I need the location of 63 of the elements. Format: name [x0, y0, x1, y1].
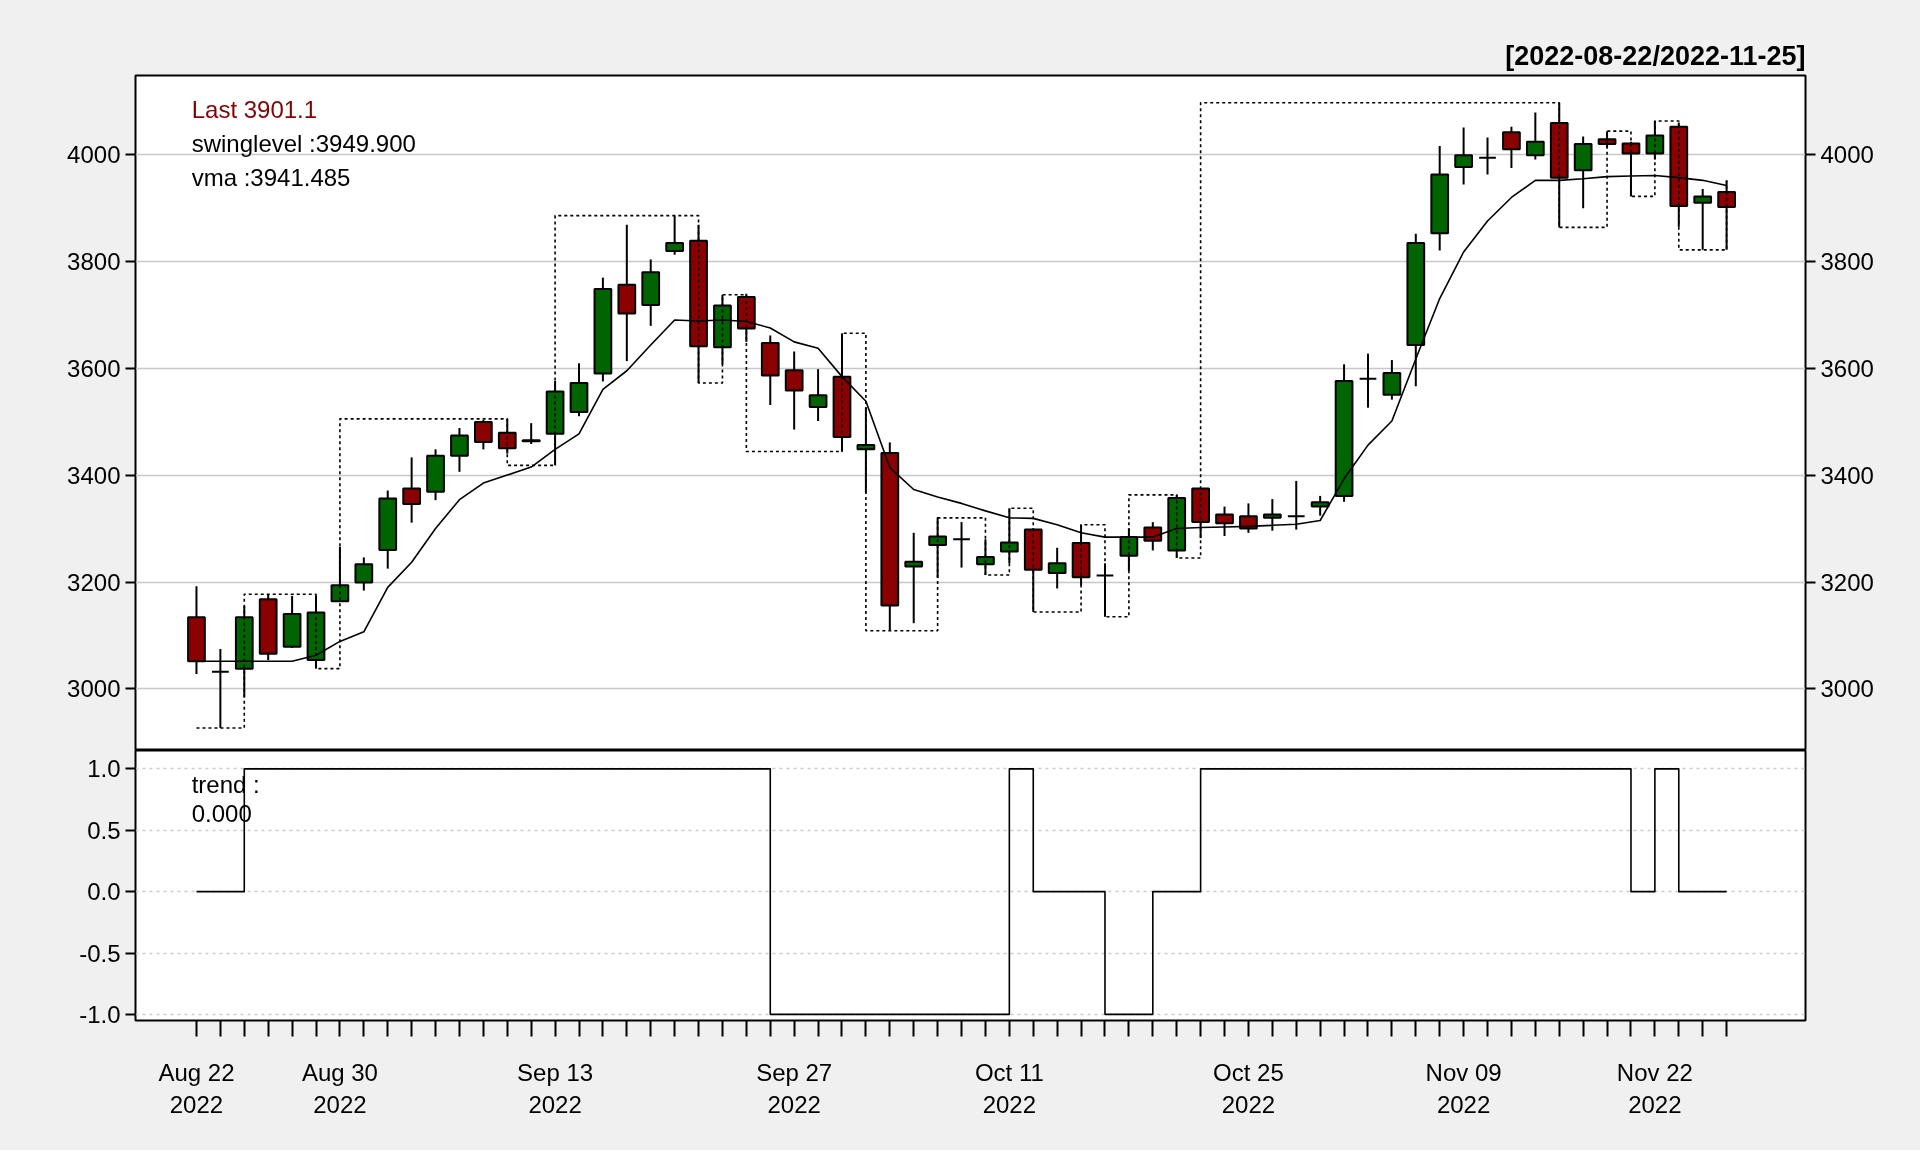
candlestick	[402, 456, 422, 524]
candlestick	[736, 292, 756, 343]
y-tick-label: 0.0	[87, 878, 121, 906]
candlestick	[952, 521, 971, 569]
candlestick	[928, 516, 947, 579]
y-tick-label: 3200	[67, 568, 121, 596]
candlestick	[1358, 352, 1378, 409]
annotation: vma :3941.485	[191, 163, 351, 191]
candlestick	[1262, 498, 1282, 532]
x-tick-label: Oct 11 2022	[974, 1058, 1044, 1118]
x-tick-label: Nov 22 2022	[1616, 1058, 1693, 1118]
candlestick	[1454, 126, 1473, 186]
candlestick	[1525, 111, 1545, 161]
y2-tick-label: 4000	[1820, 140, 1874, 168]
candlestick	[808, 368, 828, 423]
candlestick	[1478, 136, 1497, 176]
candlestick	[1693, 187, 1713, 251]
candlestick	[713, 293, 732, 366]
candlestick	[999, 507, 1019, 565]
candlestick	[665, 214, 684, 256]
x-tick-label: Sep 27 2022	[756, 1058, 833, 1118]
candlestick	[474, 418, 493, 451]
y-tick-label: -0.5	[79, 939, 121, 967]
y2-tick-label: 3200	[1820, 568, 1874, 596]
candlestick	[330, 545, 350, 603]
candlestick	[1310, 494, 1330, 517]
candlestick	[354, 556, 374, 592]
y-tick-label: 3800	[67, 247, 121, 275]
y-tick-label: 1.0	[87, 755, 121, 783]
candlestick	[1502, 125, 1521, 170]
candlestick	[1286, 479, 1306, 531]
x-tick-label: Oct 25 2022	[1213, 1058, 1284, 1118]
x-tick-label: Aug 22 2022	[158, 1058, 235, 1118]
y2-tick-label: 3600	[1820, 354, 1874, 382]
y-tick-label: -1.0	[79, 1000, 121, 1028]
candlestick	[1095, 562, 1115, 618]
chart-title: [2022-08-22/2022-11-25]	[1505, 40, 1806, 71]
annotation: Last 3901.1	[191, 95, 318, 123]
candlestick	[1239, 502, 1258, 534]
x-tick-label: Aug 30 2022	[301, 1058, 378, 1118]
candlestick	[450, 426, 469, 473]
annotation: swinglevel :3949.900	[191, 129, 416, 157]
candlestick	[976, 538, 995, 577]
y-tick-label: 0.5	[87, 816, 121, 844]
candlestick	[521, 422, 541, 446]
y-tick-label: 3600	[67, 354, 121, 382]
y2-tick-label: 3000	[1820, 675, 1874, 703]
candlestick	[1215, 505, 1234, 538]
y-tick-label: 3400	[67, 461, 121, 489]
candlestick	[545, 379, 565, 467]
y2-tick-label: 3800	[1820, 247, 1874, 275]
candlestick	[1382, 359, 1402, 401]
candlestick	[784, 350, 804, 431]
x-tick-label: Nov 09 2022	[1425, 1058, 1502, 1118]
candlestick	[1023, 527, 1043, 613]
y2-tick-label: 3400	[1820, 461, 1874, 489]
x-tick-label: Sep 13 2022	[517, 1058, 594, 1118]
candlestick	[904, 531, 924, 625]
y-tick-label: 4000	[67, 140, 121, 168]
candlestick	[689, 223, 708, 385]
candlestick	[1191, 487, 1210, 540]
y-tick-label: 3000	[67, 675, 121, 703]
candlestick	[1047, 546, 1067, 590]
